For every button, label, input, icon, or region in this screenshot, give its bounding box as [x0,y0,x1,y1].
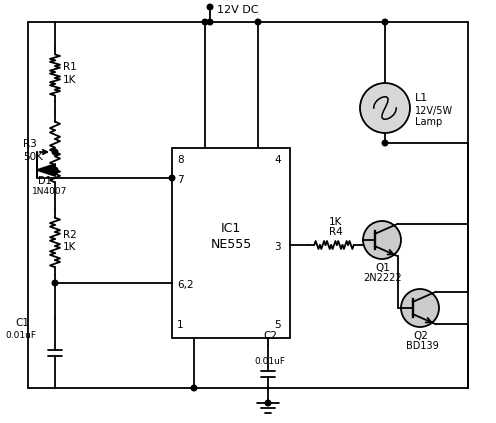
Text: R2: R2 [63,230,77,239]
Text: 1: 1 [177,320,184,330]
Polygon shape [37,164,55,176]
Text: IC1: IC1 [221,222,241,234]
Circle shape [52,167,58,173]
Circle shape [255,19,261,25]
Circle shape [265,400,271,406]
Text: 8: 8 [177,155,184,165]
Text: 50K: 50K [23,152,43,162]
Text: 12V DC: 12V DC [217,5,258,15]
Text: 12V/5W: 12V/5W [415,106,453,116]
Text: 3: 3 [274,242,281,252]
Text: 1N4007: 1N4007 [32,187,67,195]
Text: NE555: NE555 [210,237,251,250]
Circle shape [52,149,58,155]
Text: 1K: 1K [63,75,76,85]
Bar [172,148,290,338]
Text: 0.01uF: 0.01uF [254,357,285,366]
Text: L1: L1 [415,93,428,103]
Circle shape [207,4,213,10]
Circle shape [52,280,58,286]
Text: C1: C1 [15,318,29,328]
Text: Lamp: Lamp [415,117,442,127]
Circle shape [191,385,197,391]
Text: Q1: Q1 [375,263,390,273]
Text: 1K: 1K [63,242,76,253]
Circle shape [363,221,401,259]
Text: 4: 4 [274,155,281,165]
Circle shape [382,140,388,146]
Circle shape [202,19,208,25]
Circle shape [382,19,388,25]
Text: R4: R4 [329,227,343,237]
Text: D1: D1 [38,176,52,186]
Text: R3: R3 [23,139,37,149]
Circle shape [207,19,213,25]
Circle shape [360,83,410,133]
Text: Q2: Q2 [413,331,428,341]
Text: 0.01uF: 0.01uF [5,332,36,341]
Text: 1K: 1K [329,217,342,227]
Circle shape [169,175,175,181]
Text: 5: 5 [274,320,281,330]
Text: 6,2: 6,2 [177,280,193,290]
Circle shape [401,289,439,327]
Text: R1: R1 [63,62,77,72]
Text: C2: C2 [263,331,277,341]
Text: 7: 7 [177,175,184,185]
Text: 2N2222: 2N2222 [363,273,402,283]
Text: BD139: BD139 [406,341,439,351]
